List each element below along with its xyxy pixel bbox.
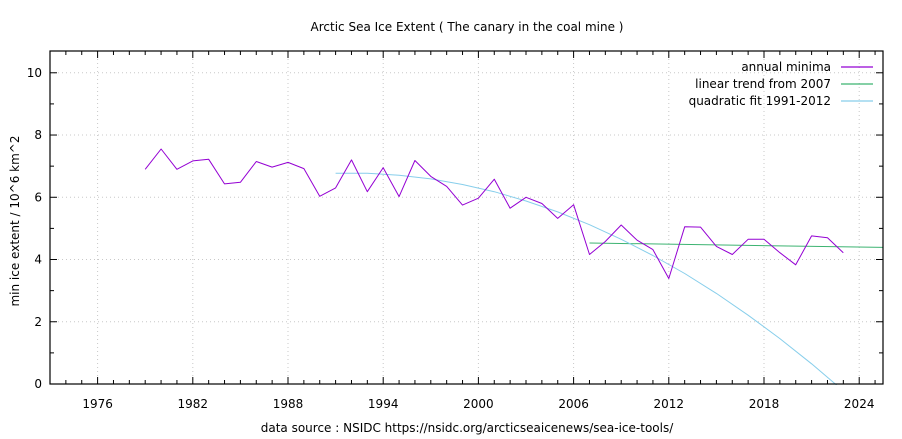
y-axis-label: min ice extent / 10^6 km^2: [8, 135, 22, 306]
x-tick-label: 2006: [558, 397, 589, 411]
x-tick-label: 2012: [654, 397, 685, 411]
legend-label: quadratic fit 1991-2012: [689, 94, 831, 108]
y-tick-label: 6: [34, 190, 42, 204]
series-line-3: [335, 172, 838, 385]
series-line-2: [589, 242, 883, 248]
y-tick-label: 10: [27, 66, 42, 80]
plot-border: [49, 50, 884, 385]
y-tick-label: 4: [34, 253, 42, 267]
x-tick-label: 1976: [82, 397, 113, 411]
x-axis: 1976 1982 1988 1994 2000 2006 2012 2018 2024: [49, 51, 876, 411]
x-axis-label: data source : NSIDC https://nsidc.org/ar…: [261, 421, 674, 435]
legend-label: annual minima: [741, 60, 831, 74]
x-tick-label: 1982: [178, 397, 209, 411]
y-tick-label: 0: [34, 377, 42, 391]
grid: [50, 51, 883, 384]
x-tick-label: 2018: [749, 397, 780, 411]
series-line-1: [144, 148, 844, 279]
x-tick-label: 1988: [273, 397, 304, 411]
x-tick-label: 2024: [844, 397, 875, 411]
legend-label: linear trend from 2007: [695, 77, 831, 91]
chart-title: Arctic Sea Ice Extent ( The canary in th…: [311, 20, 624, 34]
plot-area: [144, 148, 883, 385]
x-tick-label: 2000: [463, 397, 494, 411]
y-tick-label: 8: [34, 128, 42, 142]
x-tick-label: 1994: [368, 397, 399, 411]
series-layer: [144, 148, 883, 385]
legend: annual minima linear trend from 2007 quadr…: [689, 60, 873, 108]
y-tick-label: 2: [34, 315, 42, 329]
y-axis: 0 2 4 6 8 10: [27, 66, 883, 391]
